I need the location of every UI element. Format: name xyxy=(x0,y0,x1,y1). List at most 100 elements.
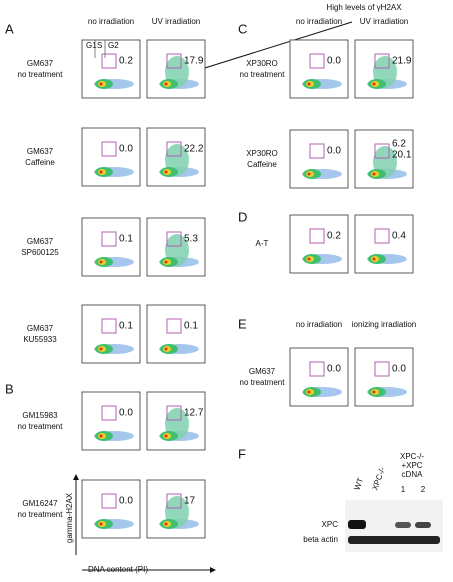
clone-label: 1 xyxy=(401,485,406,494)
treatment: SP600125 xyxy=(21,248,59,257)
gate xyxy=(166,53,182,69)
percentage: 22.2 xyxy=(184,144,204,155)
sample-name: GM15983 xyxy=(22,411,58,420)
percentage: 6.2 xyxy=(392,139,406,150)
plot-frame xyxy=(81,479,141,539)
gate xyxy=(101,318,117,334)
percentage: 0.0 xyxy=(392,364,406,375)
density xyxy=(164,260,168,264)
band xyxy=(395,522,411,528)
density xyxy=(307,390,311,394)
treatment: Caffeine xyxy=(25,158,55,167)
plot-frame xyxy=(81,127,141,187)
gate xyxy=(166,318,182,334)
density xyxy=(99,522,103,526)
plot-frame xyxy=(289,129,349,189)
panel-label: D xyxy=(238,209,247,224)
percentage: 0.1 xyxy=(119,321,133,332)
column-header: UV irradiation xyxy=(152,17,200,26)
percentage: 20.1 xyxy=(392,150,412,161)
sample-name: GM16247 xyxy=(22,499,58,508)
density xyxy=(372,172,376,176)
gate xyxy=(309,143,325,159)
sample-name: GM637 xyxy=(27,237,54,246)
gate xyxy=(101,141,117,157)
sample-name: GM637 xyxy=(27,59,54,68)
gate xyxy=(374,53,390,69)
percentage: 17.9 xyxy=(184,56,204,67)
percentage: 0.0 xyxy=(119,144,133,155)
gate xyxy=(309,228,325,244)
sample-name: GM637 xyxy=(249,367,276,376)
gate xyxy=(101,53,117,69)
plot-frame xyxy=(354,347,414,407)
plot-frame xyxy=(81,304,141,364)
rescue-label: cDNA xyxy=(402,470,424,479)
gate xyxy=(166,141,182,157)
gate xyxy=(101,405,117,421)
gate xyxy=(374,228,390,244)
percentage: 0.1 xyxy=(119,234,133,245)
gate xyxy=(101,231,117,247)
gate xyxy=(309,53,325,69)
column-header: ionizing irradiation xyxy=(352,320,416,329)
column-header: no irradiation xyxy=(88,17,134,26)
y-axis-label: gamma-H2AX xyxy=(65,492,74,543)
sample-name: XP30RO xyxy=(246,59,278,68)
column-header: no irradiation xyxy=(296,320,342,329)
percentage: 5.3 xyxy=(184,234,198,245)
gate-label: S xyxy=(97,41,102,50)
gate xyxy=(374,143,390,159)
column-header: UV irradiation xyxy=(360,17,408,26)
gate-label: G2 xyxy=(108,41,119,50)
gate xyxy=(166,405,182,421)
plot-frame xyxy=(146,304,206,364)
gate xyxy=(374,361,390,377)
sample-name: A-T xyxy=(256,239,269,248)
plot-frame xyxy=(289,39,349,99)
plot-frame xyxy=(289,347,349,407)
panel-label: E xyxy=(238,316,247,331)
treatment: no treatment xyxy=(18,510,64,519)
density xyxy=(164,170,168,174)
gate xyxy=(166,231,182,247)
percentage: 12.7 xyxy=(184,408,204,419)
panel-label: C xyxy=(238,21,247,36)
percentage: 0.0 xyxy=(327,56,341,67)
density xyxy=(164,434,168,438)
annotation: High levels of γH2AX xyxy=(326,3,402,12)
lane-label: XPC-/- xyxy=(370,465,387,491)
density xyxy=(164,82,168,86)
band xyxy=(348,536,440,544)
plot-frame xyxy=(81,391,141,451)
percentage: 0.2 xyxy=(119,56,133,67)
density xyxy=(372,390,376,394)
density xyxy=(307,82,311,86)
percentage: 0.4 xyxy=(392,231,406,242)
x-axis-label: DNA content (PI) xyxy=(88,565,148,574)
row-label: XPC xyxy=(322,520,339,529)
sample-name: GM637 xyxy=(27,324,54,333)
density xyxy=(99,82,103,86)
treatment: KU55933 xyxy=(23,335,57,344)
plot-frame xyxy=(289,214,349,274)
clone-label: 2 xyxy=(421,485,426,494)
percentage: 0.0 xyxy=(327,364,341,375)
band xyxy=(415,522,431,528)
treatment: no treatment xyxy=(240,70,286,79)
density xyxy=(99,170,103,174)
panel-label: A xyxy=(5,21,14,36)
percentage: 0.2 xyxy=(327,231,341,242)
sample-name: GM637 xyxy=(27,147,54,156)
treatment: no treatment xyxy=(18,70,64,79)
density xyxy=(307,257,311,261)
percentage: 0.0 xyxy=(327,146,341,157)
panel-label: B xyxy=(5,381,14,396)
density xyxy=(372,82,376,86)
sample-name: XP30RO xyxy=(246,149,278,158)
lane-label: WT xyxy=(352,477,365,492)
percentage: 17 xyxy=(184,496,196,507)
plot-frame xyxy=(81,217,141,277)
rescue-label: +XPC xyxy=(401,461,422,470)
